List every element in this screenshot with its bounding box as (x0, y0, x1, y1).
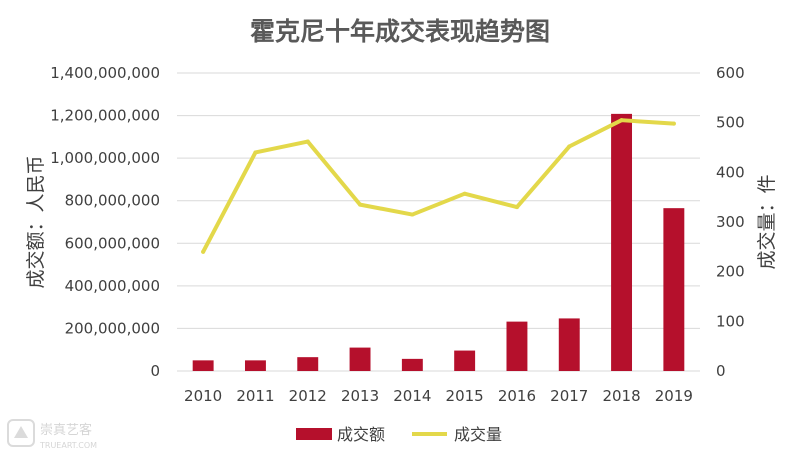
bar (349, 347, 371, 371)
legend-label-line: 成交量 (454, 425, 502, 444)
x-tick-label: 2010 (184, 387, 222, 405)
y2-tick-label: 400 (716, 163, 745, 181)
chart-title: 霍克尼十年成交表现趋势图 (250, 17, 550, 46)
bar (401, 358, 423, 371)
x-tick-label: 2016 (498, 387, 536, 405)
y-tick-label: 0 (150, 362, 160, 380)
x-tick-label: 2013 (341, 387, 379, 405)
line-point (305, 139, 310, 144)
line-point (671, 121, 676, 126)
y-tick-label: 200,000,000 (65, 319, 160, 337)
x-tick-label: 2014 (393, 387, 431, 405)
x-tick-label: 2019 (655, 387, 693, 405)
line-point (462, 191, 467, 196)
gridlines (177, 72, 700, 372)
x-tick-label: 2012 (289, 387, 327, 405)
y-axis-right-title: 成交量：件 (756, 174, 778, 269)
bar (244, 360, 266, 371)
svg-text:崇真艺客: 崇真艺客 (40, 422, 92, 438)
y-axis-right: 0 100 200 300 400 500 600 (716, 64, 745, 380)
watermark-logo: 崇真艺客 TRUEART.COM (7, 419, 97, 450)
y-tick-label: 1,400,000,000 (50, 64, 160, 82)
line-path (201, 118, 676, 254)
bar (663, 208, 685, 371)
bar (297, 357, 319, 371)
line-point (201, 249, 206, 254)
bar (454, 350, 476, 371)
x-tick-label: 2011 (236, 387, 274, 405)
legend-label-bar: 成交额 (337, 425, 385, 444)
line-point (619, 118, 624, 123)
y-axis-left: 0 200,000,000 400,000,000 600,000,000 800,00… (50, 64, 160, 380)
line-series (201, 118, 676, 254)
x-axis: 2010 2011 2012 2013 2014 2015 2016 2017 2018 2019 (184, 387, 693, 405)
line-point (253, 150, 258, 155)
x-tick-label: 2018 (602, 387, 640, 405)
y2-tick-label: 300 (716, 213, 745, 231)
legend-swatch-bar (296, 428, 332, 440)
line-point (567, 144, 572, 149)
y2-tick-label: 200 (716, 263, 745, 281)
y-tick-label: 800,000,000 (65, 192, 160, 210)
x-tick-label: 2017 (550, 387, 588, 405)
legend: 成交额 成交量 (296, 425, 502, 444)
x-tick-label: 2015 (446, 387, 484, 405)
y-tick-label: 400,000,000 (65, 277, 160, 295)
line-point (514, 205, 519, 210)
bar-series (192, 113, 685, 372)
bar (611, 113, 633, 372)
y2-tick-label: 500 (716, 114, 745, 132)
y-tick-label: 1,200,000,000 (50, 107, 160, 125)
bar (506, 321, 528, 371)
y-tick-label: 1,000,000,000 (50, 149, 160, 167)
bar (192, 360, 214, 371)
line-point (358, 202, 363, 207)
y2-tick-label: 0 (716, 362, 726, 380)
y-tick-label: 600,000,000 (65, 234, 160, 252)
bar (558, 318, 580, 371)
y2-tick-label: 600 (716, 64, 745, 82)
svg-text:TRUEART.COM: TRUEART.COM (39, 441, 97, 450)
y-axis-left-title: 成交额：人民币 (25, 155, 47, 288)
y2-tick-label: 100 (716, 312, 745, 330)
line-point (410, 212, 415, 217)
